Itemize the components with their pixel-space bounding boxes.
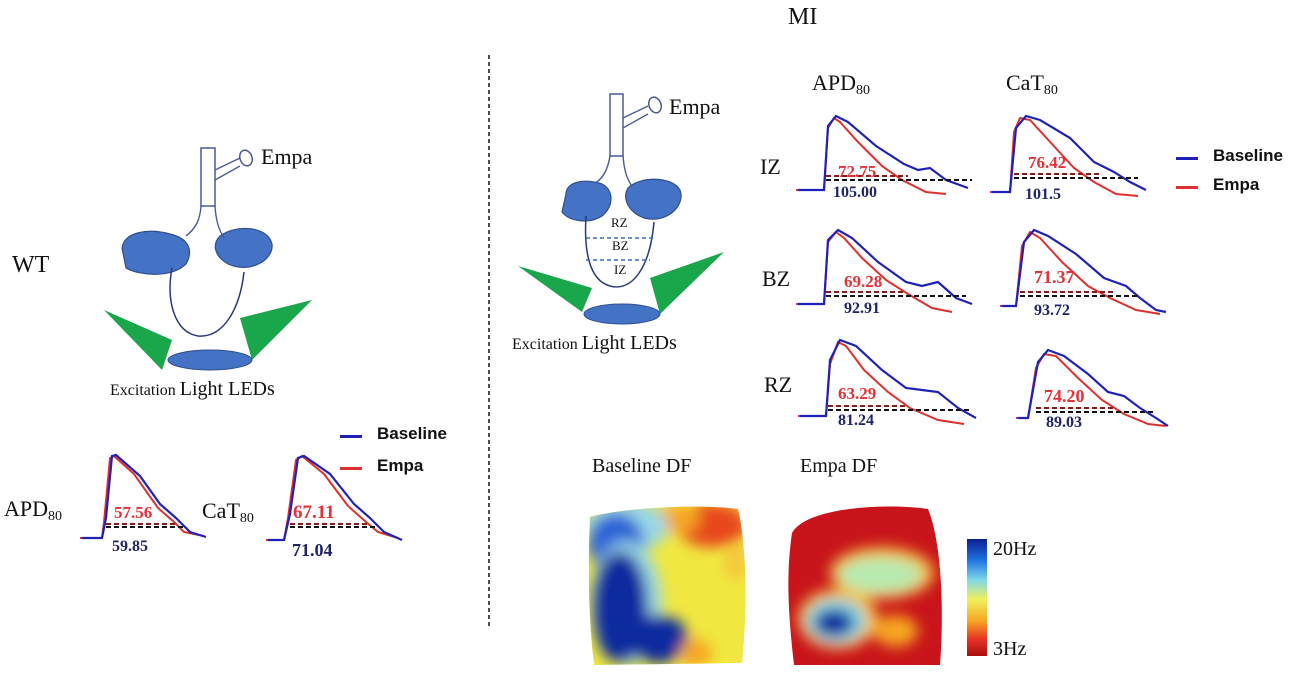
- mi-rz-cat-empa-value: 74.20: [1044, 386, 1085, 406]
- mi-legend-baseline-swatch: [1176, 157, 1198, 160]
- mi-rz-apd-empa-line: [798, 340, 965, 425]
- mi-iz-cat-baseline-line: [992, 114, 1147, 194]
- mi-camera-lens: [583, 303, 661, 325]
- mi-rz-cat-trace: [1016, 348, 1169, 427]
- mi-iz-apd-baseline-line: [798, 114, 969, 192]
- wt-apd-label-sub: 80: [48, 509, 63, 524]
- mi-rz-apd-empa-value: 63.29: [838, 384, 877, 403]
- mi-apd-header-text: APD: [812, 70, 857, 95]
- mi-row-bz-label: BZ: [762, 266, 791, 291]
- mi-bz-apd-trace: [796, 228, 973, 313]
- wt-leds-caption-b: Light LEDs: [179, 378, 275, 400]
- wt-cat-baseline-value: 71.04: [292, 540, 333, 560]
- legend-baseline-label: Baseline: [377, 424, 447, 443]
- section-divider: [488, 55, 490, 627]
- baseline-df-title: Baseline DF: [592, 455, 692, 477]
- mi-right-atrium: [625, 178, 682, 220]
- wt-apd-label: APD80: [4, 496, 62, 525]
- mi-iz-apd-trace: [796, 114, 972, 195]
- mi-ventricle-outline: [584, 215, 655, 288]
- wt-camera-lens: [167, 349, 253, 371]
- wt-apd-trace: [80, 453, 207, 540]
- df-colorbar: [967, 539, 987, 656]
- mi-bz-apd-baseline-value: 92.91: [844, 300, 880, 317]
- mi-zone-label-iz: IZ: [614, 262, 627, 277]
- wt-cat-trace: [266, 454, 403, 542]
- mi-bz-apd-empa-value: 69.28: [844, 272, 883, 291]
- legend-empa-swatch: [340, 467, 362, 470]
- mi-cannula: [609, 93, 624, 157]
- mi-zone-label-rz: RZ: [611, 215, 628, 230]
- wt-right-atrium: [214, 227, 273, 268]
- mi-cat-header-text: CaT: [1006, 70, 1044, 95]
- mi-led-left: [518, 266, 592, 312]
- mi-title: MI: [788, 4, 818, 30]
- wt-cat-baseline-line: [268, 454, 403, 542]
- mi-legend-baseline-label: Baseline: [1213, 146, 1283, 165]
- wt-apd-baseline-value: 59.85: [112, 538, 148, 555]
- mi-bz-cat-trace: [1000, 228, 1167, 315]
- baseline-df-map: [588, 506, 746, 665]
- wt-led-right: [240, 300, 312, 360]
- mi-rz-apd-baseline-line: [800, 338, 977, 419]
- mi-rz-apd-trace: [798, 338, 977, 425]
- wt-drug-port-icon: [238, 149, 254, 167]
- mi-bz-cat-baseline-line: [1002, 228, 1167, 314]
- mi-rz-apd-baseline-value: 81.24: [838, 412, 874, 429]
- wt-apd-empa-line: [80, 454, 205, 539]
- colorbar-max-label: 20Hz: [993, 538, 1037, 560]
- wt-apd-label-text: APD: [4, 496, 49, 521]
- mi-iz-cat-trace: [990, 114, 1147, 197]
- mi-bz-cat-empa-value: 71.37: [1034, 267, 1075, 287]
- wt-cat-label: CaT80: [202, 498, 254, 527]
- mi-iz-apd-baseline-value: 105.00: [833, 184, 877, 201]
- mi-zone-label-bz: BZ: [612, 238, 629, 253]
- wt-cannula: [200, 147, 216, 207]
- mi-iz-apd-empa-line: [796, 116, 947, 195]
- wt-apd-baseline-line: [82, 453, 207, 540]
- wt-ventricle-outline: [169, 267, 245, 337]
- mi-rz-cat-baseline-line: [1018, 348, 1169, 427]
- wt-apd-empa-value: 57.56: [114, 503, 153, 522]
- mi-iz-cat-baseline-value: 101.5: [1025, 186, 1061, 203]
- mi-cat-header-sub: 80: [1043, 83, 1058, 98]
- mi-leds-caption-b: Light LEDs: [581, 332, 677, 354]
- empa-df-map: [788, 506, 942, 666]
- wt-cat-empa-value: 67.11: [293, 502, 335, 523]
- mi-iz-cat-empa-value: 76.42: [1028, 153, 1067, 172]
- colorbar-min-label: 3Hz: [993, 638, 1027, 660]
- wt-leds-caption: Excitation Light LEDs: [110, 378, 275, 401]
- mi-row-iz-label: IZ: [760, 154, 781, 179]
- mi-cat-header: CaT80: [1006, 70, 1058, 99]
- mi-leds-caption: Excitation Light LEDs: [512, 332, 677, 355]
- wt-left-atrium: [121, 230, 191, 275]
- mi-leds-caption-a: Excitation: [512, 336, 578, 353]
- wt-heart-diagram: [104, 147, 312, 371]
- mi-iz-apd-empa-value: 72.75: [838, 162, 877, 181]
- mi-apd-header: APD80: [812, 70, 870, 99]
- mi-apd-header-sub: 80: [856, 83, 871, 98]
- legend-empa-label: Empa: [377, 456, 424, 475]
- mi-heart-diagram: [518, 93, 724, 325]
- wt-led-left: [104, 310, 172, 370]
- wt-label: WT: [12, 252, 50, 278]
- wt-cat-label-sub: 80: [239, 511, 254, 526]
- empa-df-title: Empa DF: [800, 455, 878, 477]
- mi-legend-empa-swatch: [1176, 186, 1198, 189]
- mi-rz-cat-baseline-value: 89.03: [1046, 414, 1082, 431]
- wt-leds-caption-a: Excitation: [110, 382, 176, 399]
- mi-legend-empa-label: Empa: [1213, 175, 1260, 194]
- wt-drug-label: Empa: [261, 144, 313, 169]
- wt-cat-label-text: CaT: [202, 498, 240, 523]
- mi-led-right: [650, 252, 724, 314]
- mi-row-rz-label: RZ: [764, 372, 793, 397]
- mi-left-atrium: [561, 180, 612, 222]
- mi-drug-port-icon: [647, 96, 663, 114]
- mi-bz-cat-baseline-value: 93.72: [1034, 302, 1070, 319]
- legend-baseline-swatch: [340, 435, 362, 438]
- mi-bz-apd-baseline-line: [798, 228, 973, 306]
- mi-drug-label: Empa: [669, 94, 721, 119]
